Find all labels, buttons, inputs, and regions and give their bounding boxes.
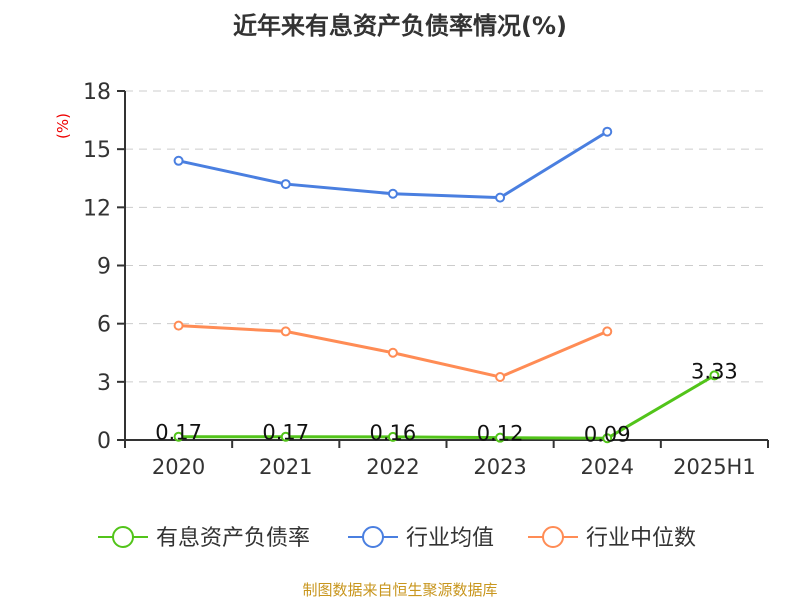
x-tick-label: 2022 [366, 455, 419, 479]
legend-label: 有息资产负债率 [156, 526, 310, 551]
data-point [387, 347, 398, 358]
x-tick-label: 2021 [259, 455, 312, 479]
y-tick-label: 3 [97, 371, 111, 396]
legend-item: 行业均值 [348, 526, 494, 551]
data-point [602, 326, 613, 337]
data-point [280, 179, 291, 190]
data-label: 0.17 [155, 421, 202, 445]
data-point [173, 320, 184, 331]
x-tick-label: 2025H1 [673, 455, 756, 479]
data-point [173, 431, 184, 442]
legend-marker [362, 526, 384, 548]
data-label: 3.33 [691, 359, 738, 383]
data-label: 0.12 [477, 422, 524, 446]
y-tick-label: 0 [97, 429, 111, 454]
data-label: 0.09 [584, 422, 631, 446]
data-point [709, 370, 720, 381]
y-tick-label: 15 [83, 138, 111, 163]
legend-label: 行业均值 [406, 526, 494, 551]
legend-item: 行业中位数 [528, 526, 696, 551]
chart-title: 近年来有息资产负债率情况(%) [233, 12, 567, 40]
data-point [387, 188, 398, 199]
data-point [280, 431, 291, 442]
legend-marker [112, 526, 134, 548]
data-point [173, 155, 184, 166]
data-label: 0.16 [370, 421, 417, 445]
y-axis-label: (%) [54, 113, 72, 139]
data-point [602, 433, 613, 444]
data-point [280, 326, 291, 337]
x-tick-label: 2024 [581, 455, 634, 479]
legend-marker [542, 526, 564, 548]
x-tick-label: 2020 [152, 455, 205, 479]
data-point [495, 432, 506, 443]
data-point [495, 192, 506, 203]
y-tick-label: 6 [97, 313, 111, 338]
data-label: 0.17 [262, 421, 309, 445]
footer-source: 制图数据来自恒生聚源数据库 [302, 581, 497, 599]
series-line [178, 130, 609, 200]
series-line [178, 374, 716, 440]
y-tick-label: 9 [97, 255, 111, 280]
data-point [495, 371, 506, 382]
data-point [602, 126, 613, 137]
y-tick-label: 18 [83, 80, 111, 105]
x-tick-label: 2023 [473, 455, 526, 479]
legend-label: 行业中位数 [586, 526, 696, 551]
data-point [387, 431, 398, 442]
legend-item: 有息资产负债率 [98, 526, 310, 551]
y-tick-label: 12 [83, 196, 111, 221]
